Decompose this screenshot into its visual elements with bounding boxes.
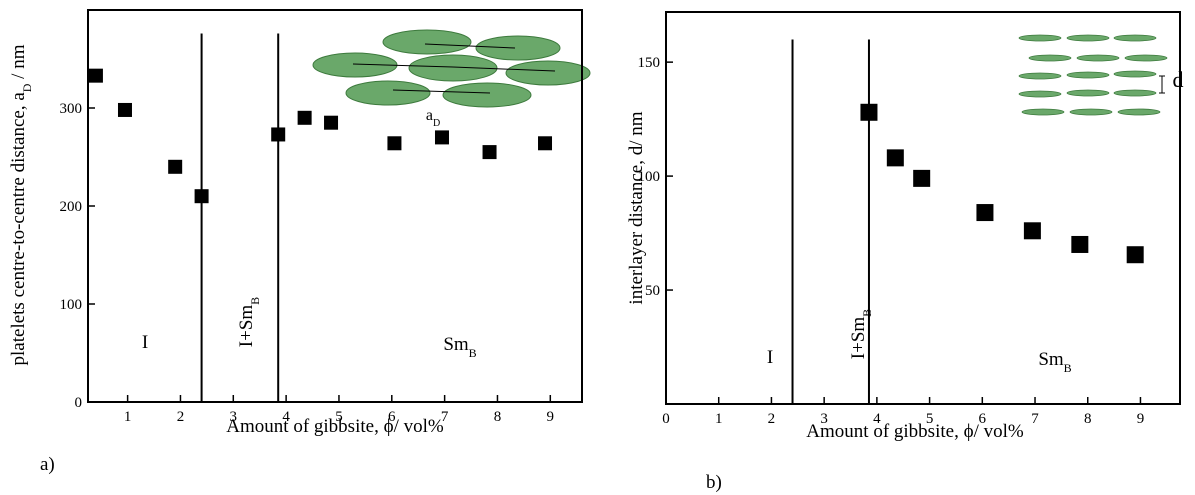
y-axis-label-main: interlayer distance, d/ nm bbox=[626, 111, 647, 304]
inset-label-main: d bbox=[1173, 67, 1184, 92]
region-label-sub: B bbox=[248, 297, 262, 305]
y-axis-label: platelets centre-to-centre distance, aD … bbox=[8, 44, 34, 365]
y-tick-label: 150 bbox=[638, 55, 661, 71]
data-point bbox=[482, 145, 497, 160]
region-label: SmB bbox=[443, 334, 476, 360]
data-point bbox=[538, 136, 553, 151]
data-point bbox=[194, 189, 209, 204]
x-axis-label: Amount of gibbsite, ϕ/ vol% bbox=[806, 421, 1024, 442]
region-label: I bbox=[142, 332, 148, 353]
x-tick-label: 6 bbox=[979, 411, 987, 427]
y-tick-label: 0 bbox=[75, 395, 83, 411]
x-tick-label: 2 bbox=[177, 409, 185, 425]
data-point bbox=[271, 127, 286, 142]
x-tick-label: 5 bbox=[926, 411, 934, 427]
region-label-sub: B bbox=[860, 309, 874, 317]
x-tick-label: 4 bbox=[282, 409, 290, 425]
region-label-main: I+Sm bbox=[848, 317, 869, 360]
x-tick-label: 1 bbox=[715, 411, 723, 427]
y-tick-label: 100 bbox=[60, 297, 83, 313]
data-point bbox=[886, 149, 904, 167]
region-label: I+SmB bbox=[848, 309, 874, 359]
inset-label-sub: D bbox=[433, 118, 440, 129]
inset-label-main: a bbox=[426, 107, 433, 124]
data-point bbox=[324, 115, 339, 130]
y-tick-label: 200 bbox=[60, 199, 83, 215]
inset-label: d bbox=[1173, 67, 1184, 92]
region-label-main: Sm bbox=[443, 334, 469, 355]
inset-label: aD bbox=[426, 107, 440, 129]
region-label-main: I bbox=[767, 347, 773, 368]
plot-frame bbox=[665, 11, 1181, 405]
panel-label: a) bbox=[40, 454, 55, 475]
x-axis-label: Amount of gibbsite, ϕ/ vol% bbox=[226, 416, 444, 437]
region-label-sub: B bbox=[469, 346, 477, 360]
x-tick-label: 9 bbox=[547, 409, 555, 425]
data-point bbox=[860, 103, 878, 121]
region-label: I+SmB bbox=[236, 297, 262, 347]
x-tick-label: 5 bbox=[335, 409, 343, 425]
data-point bbox=[1071, 235, 1089, 253]
x-tick-label: 1 bbox=[124, 409, 132, 425]
x-tick-label: 4 bbox=[873, 411, 881, 427]
region-label-main: Sm bbox=[1038, 349, 1064, 370]
data-point bbox=[976, 204, 994, 222]
data-point bbox=[1126, 246, 1144, 264]
x-tick-label: 7 bbox=[441, 409, 449, 425]
data-point bbox=[168, 159, 183, 174]
y-tick-label: 100 bbox=[638, 169, 661, 185]
data-point bbox=[1023, 222, 1041, 240]
inset-layers bbox=[1018, 34, 1168, 116]
data-point bbox=[88, 68, 103, 83]
x-tick-label: 7 bbox=[1031, 411, 1039, 427]
x-tick-label: 3 bbox=[820, 411, 828, 427]
x-tick-label: 2 bbox=[768, 411, 776, 427]
y-axis-label: interlayer distance, d/ nm bbox=[626, 111, 647, 304]
inset-platelets bbox=[312, 29, 591, 108]
y-axis-label-sub: D bbox=[20, 83, 34, 92]
x-tick-label: 3 bbox=[230, 409, 238, 425]
region-label: SmB bbox=[1038, 349, 1071, 375]
data-point bbox=[434, 130, 449, 145]
y-axis-label-main: platelets centre-to-centre distance, a bbox=[8, 92, 29, 366]
region-label-sub: B bbox=[1064, 361, 1072, 375]
x-tick-label: 8 bbox=[1084, 411, 1092, 427]
data-point bbox=[117, 102, 132, 117]
panel-label: b) bbox=[706, 472, 722, 493]
data-point bbox=[387, 136, 402, 151]
y-tick-label: 50 bbox=[645, 283, 660, 299]
x-tick-label: 0 bbox=[662, 411, 670, 427]
region-label: I bbox=[767, 347, 773, 368]
region-label-main: I+Sm bbox=[236, 305, 257, 348]
y-axis-label-tail: / nm bbox=[8, 44, 29, 83]
x-tick-label: 9 bbox=[1137, 411, 1145, 427]
y-tick-label: 300 bbox=[60, 101, 83, 117]
x-tick-label: 8 bbox=[494, 409, 502, 425]
data-point bbox=[297, 110, 312, 125]
region-label-main: I bbox=[142, 332, 148, 353]
data-point bbox=[913, 169, 931, 187]
x-tick-label: 6 bbox=[388, 409, 396, 425]
